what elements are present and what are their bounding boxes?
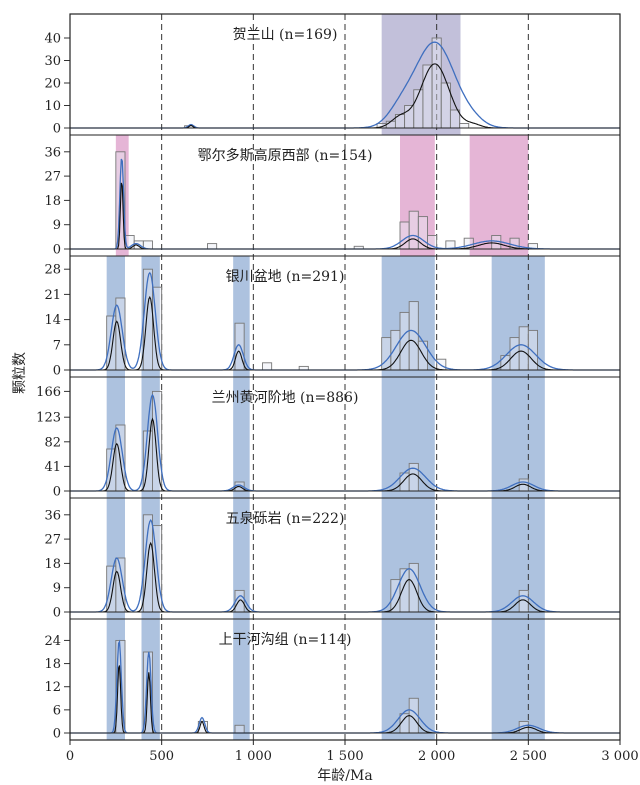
panel-title: 贺兰山 (n=169) [233, 27, 338, 43]
histogram-bar [459, 123, 470, 129]
y-tick-label: 18 [44, 657, 61, 672]
highlight-band [233, 498, 250, 619]
y-tick-label: 0 [53, 727, 61, 742]
highlight-band [233, 377, 250, 498]
y-tick-label: 166 [36, 385, 61, 400]
histogram-bar [422, 64, 433, 129]
y-tick-label: 10 [44, 99, 61, 114]
axes-layer [64, 13, 621, 745]
histogram-bar [106, 565, 117, 613]
histogram-bar [518, 326, 529, 371]
highlight-band [491, 619, 545, 740]
histogram-bar [449, 109, 461, 129]
y-tick-label: 0 [53, 122, 61, 137]
y-tick-label: 36 [44, 508, 61, 523]
histogram-bar [500, 355, 511, 371]
x-tick-label: 1 500 [326, 749, 363, 764]
y-tick-label: 27 [44, 170, 61, 185]
highlight-band [381, 14, 461, 135]
y-tick-label: 30 [44, 54, 61, 69]
y-axis-title: 颗粒数 [12, 352, 28, 394]
y-tick-label: 7 [53, 338, 61, 353]
y-tick-label: 41 [44, 460, 61, 475]
panel-title: 鄂尔多斯高原西部 (n=154) [198, 147, 373, 164]
panel-title: 兰州黄河阶地 (n=886) [212, 389, 359, 406]
histogram-bar [408, 462, 419, 492]
histogram-bar [404, 105, 415, 129]
y-tick-label: 28 [44, 263, 61, 278]
x-tick-label: 1 000 [235, 749, 272, 764]
histogram-bar [381, 337, 392, 371]
histogram-bar [106, 315, 117, 371]
y-tick-label: 14 [44, 313, 61, 328]
highlight-band [491, 377, 545, 498]
x-tick-label: 2 500 [510, 749, 547, 764]
x-axis-title: 年龄/Ma [317, 768, 372, 784]
histogram-bar [408, 562, 419, 613]
y-tick-label: 20 [44, 77, 61, 92]
x-tick-label: 0 [66, 749, 74, 764]
histogram-bar [152, 390, 163, 492]
y-tick-label: 18 [44, 557, 61, 572]
y-tick-label: 0 [53, 606, 61, 621]
panel-title: 上干河沟组 (n=114) [219, 632, 352, 648]
y-tick-label: 40 [44, 32, 61, 47]
histogram-bar [207, 243, 218, 250]
y-tick-label: 0 [53, 243, 61, 258]
y-tick-label: 21 [44, 288, 61, 303]
y-tick-label: 6 [53, 703, 61, 718]
highlight-band [141, 498, 160, 619]
highlight-band [381, 619, 435, 740]
histogram-bar [234, 724, 245, 734]
y-tick-label: 0 [53, 485, 61, 500]
x-tick-label: 2 000 [418, 749, 455, 764]
y-tick-label: 9 [53, 218, 61, 233]
y-tick-label: 9 [53, 581, 61, 596]
labels-layer: 0 10 20 30 40 贺兰山 (n=169) 0 9 18 27 36 鄂尔多斯高原西部 (n=… [36, 27, 638, 764]
x-tick-label: 500 [149, 749, 174, 764]
histogram-bar [399, 568, 410, 613]
highlight-band [233, 619, 250, 740]
y-tick-label: 123 [36, 411, 61, 426]
histogram-bar [399, 221, 410, 250]
histogram-bar [262, 362, 273, 371]
histogram-bar [385, 120, 396, 129]
y-tick-label: 27 [44, 533, 61, 548]
y-tick-label: 24 [44, 634, 61, 649]
highlight-band [491, 498, 545, 619]
y-tick-label: 36 [44, 145, 61, 160]
y-tick-label: 0 [53, 364, 61, 379]
histogram-bar [408, 210, 419, 250]
histogram-bar [431, 37, 442, 129]
y-tick-label: 82 [44, 435, 61, 450]
panel-title: 银川盆地 (n=291) [226, 269, 345, 285]
panel-title: 五泉砾岩 (n=222) [226, 510, 345, 527]
x-tick-label: 3 000 [601, 749, 638, 764]
histogram-bar [408, 301, 419, 371]
histogram-bar [142, 268, 153, 371]
y-tick-label: 12 [44, 680, 61, 695]
y-tick-label: 18 [44, 194, 61, 209]
